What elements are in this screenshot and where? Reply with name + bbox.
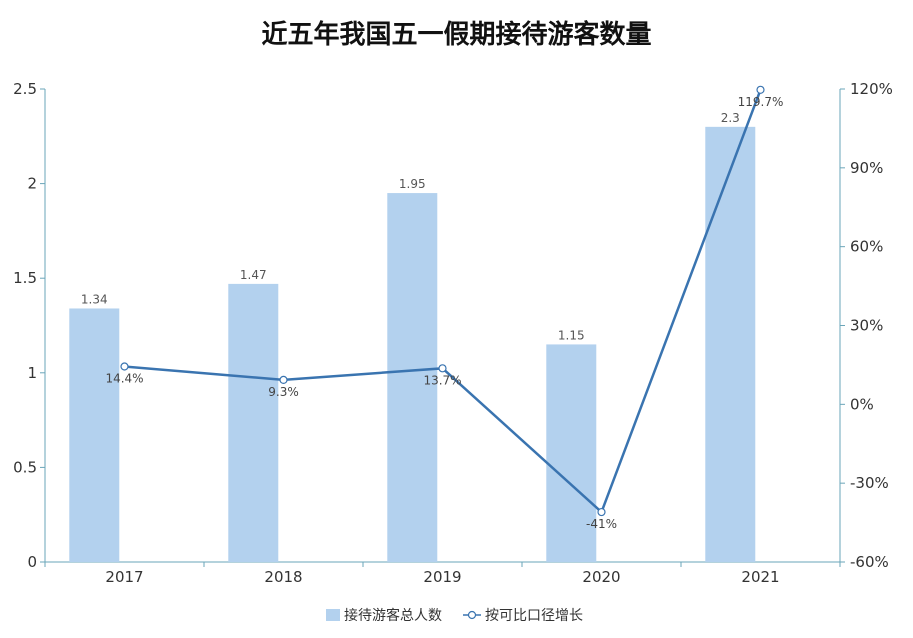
right-tick-label: 120%	[850, 80, 893, 98]
chart-title: 近五年我国五一假期接待游客数量	[261, 20, 652, 50]
legend-line-label: 按可比口径增长	[485, 608, 583, 624]
x-tick-label: 2021	[741, 568, 779, 586]
x-tick-label: 2018	[264, 568, 302, 586]
left-tick-label: 0	[27, 553, 37, 571]
bar	[705, 126, 756, 562]
growth-line	[120, 85, 765, 517]
left-tick-label: 1	[27, 364, 37, 382]
bars	[69, 126, 756, 562]
growth-point	[438, 364, 447, 373]
bar-value-label: 2.3	[721, 111, 740, 125]
right-tick-label: -60%	[850, 553, 889, 571]
growth-point	[756, 85, 765, 94]
growth-point	[279, 375, 288, 384]
right-tick-label: 90%	[850, 159, 883, 177]
growth-value-label: 13.7%	[423, 373, 461, 387]
bar	[546, 344, 597, 562]
axes: 0 0.5 1 1.5 2 2.5 -60% -30% 0% 30% 60% 90% 120% 2017 2…	[13, 80, 893, 586]
growth-polyline	[124, 89, 762, 515]
legend: 接待游客总人数 按可比口径增长	[326, 607, 583, 624]
growth-value-label: 14.4%	[105, 371, 143, 385]
legend-line-marker	[467, 610, 477, 620]
right-tick-label: -30%	[850, 474, 889, 492]
x-tick-label: 2019	[423, 568, 461, 586]
growth-value-label: -41%	[586, 517, 617, 531]
x-tick-label: 2020	[582, 568, 620, 586]
left-tick-label: 2.5	[13, 80, 37, 98]
right-tick-label: 60%	[850, 238, 883, 256]
growth-value-label: 9.3%	[268, 385, 299, 399]
bar-value-label: 1.47	[240, 268, 267, 282]
bar	[387, 193, 438, 562]
legend-bar-swatch	[326, 609, 340, 621]
left-tick-label: 1.5	[13, 269, 37, 287]
bar-value-label: 1.15	[558, 328, 585, 342]
bar	[69, 308, 120, 562]
x-tick-label: 2017	[105, 568, 143, 586]
growth-point	[597, 507, 606, 517]
bar	[228, 283, 279, 562]
bar-value-label: 1.95	[399, 177, 426, 191]
bar-value-label: 1.34	[81, 292, 108, 306]
right-tick-label: 0%	[850, 395, 874, 413]
left-tick-label: 0.5	[13, 458, 37, 476]
growth-value-label: 119.7%	[738, 95, 784, 109]
right-tick-label: 30%	[850, 317, 883, 335]
left-tick-label: 2	[27, 175, 37, 193]
data-labels: 1.34 1.47 1.95 1.15 2.3 14.4% 9.3% 13.7% -41% 119…	[81, 95, 783, 531]
legend-bar-label: 接待游客总人数	[344, 607, 442, 624]
growth-point	[120, 362, 129, 371]
